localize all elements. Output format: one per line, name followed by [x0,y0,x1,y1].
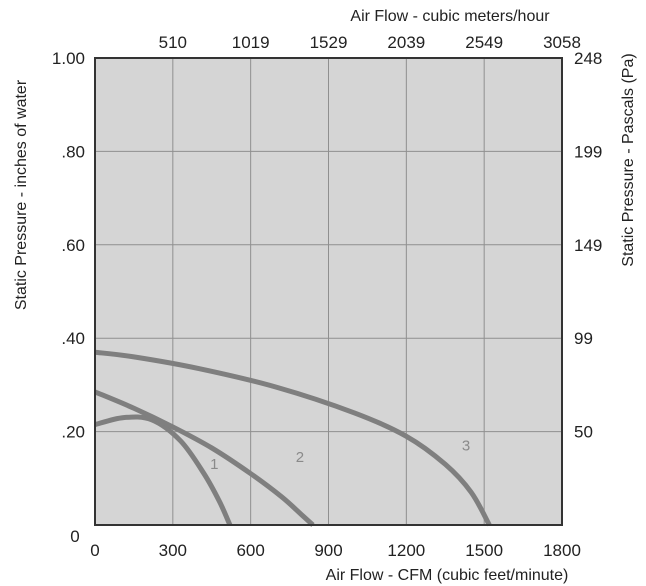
curve-label-1: 1 [210,456,218,473]
curve-1 [94,414,233,527]
x2-tick-label: 3058 [543,33,581,52]
curve-3 [94,349,492,527]
y2-tick-label: 99 [574,329,593,348]
curve-label-3: 3 [462,437,470,454]
y2-tick-label: 149 [574,236,602,255]
y-tick-label: .40 [61,329,85,348]
curves: 1 2 3 [94,349,492,527]
x2-tick-label: 510 [159,33,187,52]
x-tick-label: 900 [314,541,342,560]
curve-2 [94,389,315,527]
y-tick-label: 1.00 [52,49,85,68]
x2-tick-label: 2549 [465,33,503,52]
plot-frame [94,57,563,526]
y2-axis-title: Static Pressure - Pascals (Pa) [620,53,637,266]
x-tick-label: 300 [159,541,187,560]
y-tick-label: .80 [61,142,85,161]
x-tick-label: 0 [90,541,99,560]
y-tick-label: .60 [61,236,85,255]
x-axis-title: Air Flow - CFM (cubic feet/minute) [326,567,569,584]
y2-tick-label: 199 [574,142,602,161]
x2-tick-label: 2039 [387,33,425,52]
x2-tick-label: 1529 [310,33,348,52]
x-tick-label: 1800 [543,541,581,560]
origin-tick-label: 0 [70,527,79,546]
y-tick-label: .20 [61,423,85,442]
x-tick-label: 1500 [465,541,503,560]
x-tick-label: 1200 [387,541,425,560]
y2-tick-label: 248 [574,49,602,68]
y2-tick-label: 50 [574,423,593,442]
grid-lines [95,58,562,525]
x-tick-label: 600 [236,541,264,560]
curve-label-2: 2 [296,449,304,466]
x2-axis-title: Air Flow - cubic meters/hour [350,8,550,25]
y-axis-title: Static Pressure - inches of water [13,79,30,310]
x2-tick-label: 1019 [232,33,270,52]
